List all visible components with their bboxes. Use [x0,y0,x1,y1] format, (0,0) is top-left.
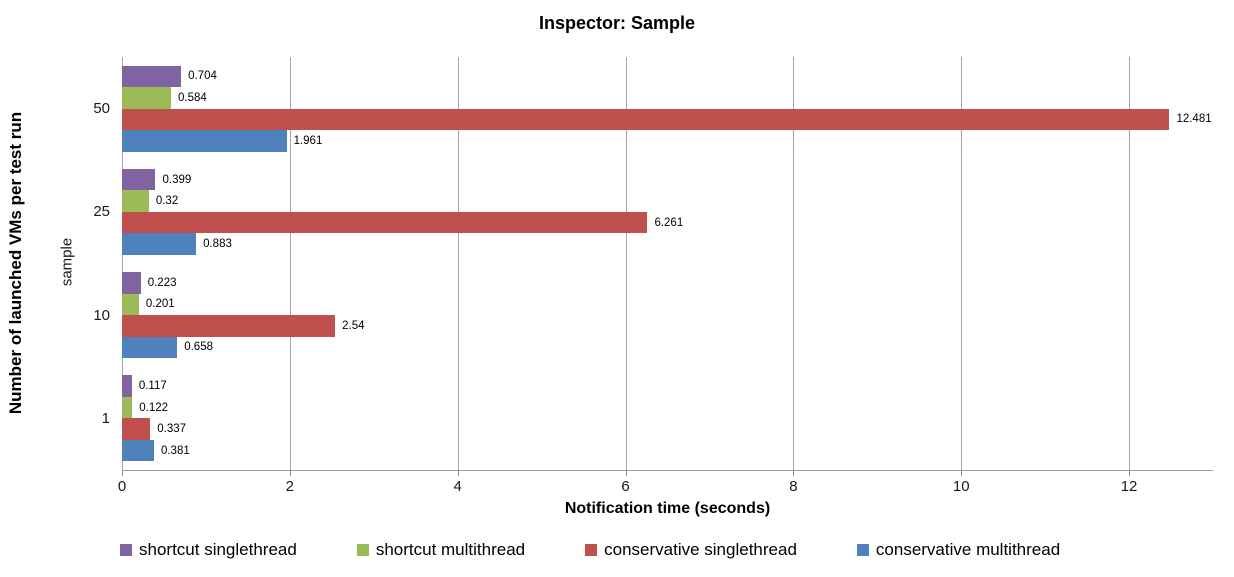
bar-value-label: 0.381 [160,444,190,457]
legend-item: shortcut singlethread [120,540,297,560]
bar-value-label: 0.337 [157,423,187,436]
x-axis-title: Notification time (seconds) [564,500,771,517]
x-tick-label: 4 [453,478,462,495]
bar [122,190,149,212]
legend-marker [356,544,369,556]
gridline [1129,57,1131,470]
gridline [122,57,123,470]
bar-value-label: 0.658 [184,341,213,354]
bar [122,108,1170,131]
axis-tick [961,471,963,476]
gridline [625,57,627,470]
category-label: 25 [93,203,110,221]
legend-label: shortcut multithread [375,540,526,559]
axis-tick [1129,471,1131,476]
bar [122,272,141,294]
bar-value-label: 0.223 [147,276,177,289]
gridline [289,57,291,470]
x-tick-label: 10 [952,478,970,495]
category-label: 1 [101,409,110,427]
x-axis-tick-labels: 0 2 4 6 8 10 12 [118,478,1213,495]
bar-value-label: 6.261 [654,216,684,229]
gridline [457,57,459,470]
bar-value-label: 0.399 [162,173,192,186]
bar [122,168,156,191]
bar [122,233,197,255]
chart-title: Inspector: Sample [538,13,696,33]
bar-value-label: 0.584 [178,91,207,104]
legend-item: conservative singlethread [585,540,797,560]
bar-value-label: 1.961 [293,134,323,147]
axis-tick [289,471,291,476]
bar [122,315,336,337]
axis-tick [793,471,795,476]
gridline [793,57,795,470]
category-label: 50 [93,100,110,118]
x-tick-label: 8 [789,478,798,495]
axis-tick [457,471,459,476]
bar [122,439,154,462]
bar-value-label: 0.122 [139,401,169,414]
bar-value-label: 0.201 [145,298,175,311]
bar-value-label: 0.117 [138,380,167,393]
category-label: 10 [93,306,110,324]
bar [122,375,132,397]
x-tick-label: 2 [285,478,295,495]
legend-marker [120,544,132,556]
bar-value-label: 0.883 [203,238,232,251]
x-tick-label: 6 [621,478,630,495]
plot-area: 0.704 0.584 12.481 1.961 0.399 0.32 6.261 0.883… [122,57,1213,476]
legend-item: shortcut multithread [356,540,526,560]
legend-label: shortcut singlethread [139,540,297,559]
x-tick-label: 12 [1120,478,1138,495]
bar-value-label: 0.704 [188,70,217,83]
axis-tick [625,471,627,476]
legend-label: conservative singlethread [604,540,797,559]
bar [122,87,171,109]
legend-label: conservative multithread [875,540,1061,559]
bar [122,130,287,152]
legend-item: conservative multithread [856,540,1061,560]
axis-tick [122,471,123,476]
legend-marker [585,544,598,556]
bar [122,418,151,440]
bar [122,211,648,234]
legend: shortcut singlethread shortcut multithrea… [120,540,1060,560]
bar [122,336,178,359]
bar-value-label: 0.32 [155,195,179,208]
bar [122,396,133,419]
gridline [961,57,963,470]
x-tick-label: 0 [117,478,127,495]
legend-marker [856,544,869,556]
bar [122,293,139,316]
category-axis-labels: 50 25 10 1 [0,57,110,470]
bar-value-label: 2.54 [342,319,365,332]
bar-value-label: 12.481 [1176,113,1212,126]
bar [122,65,182,88]
